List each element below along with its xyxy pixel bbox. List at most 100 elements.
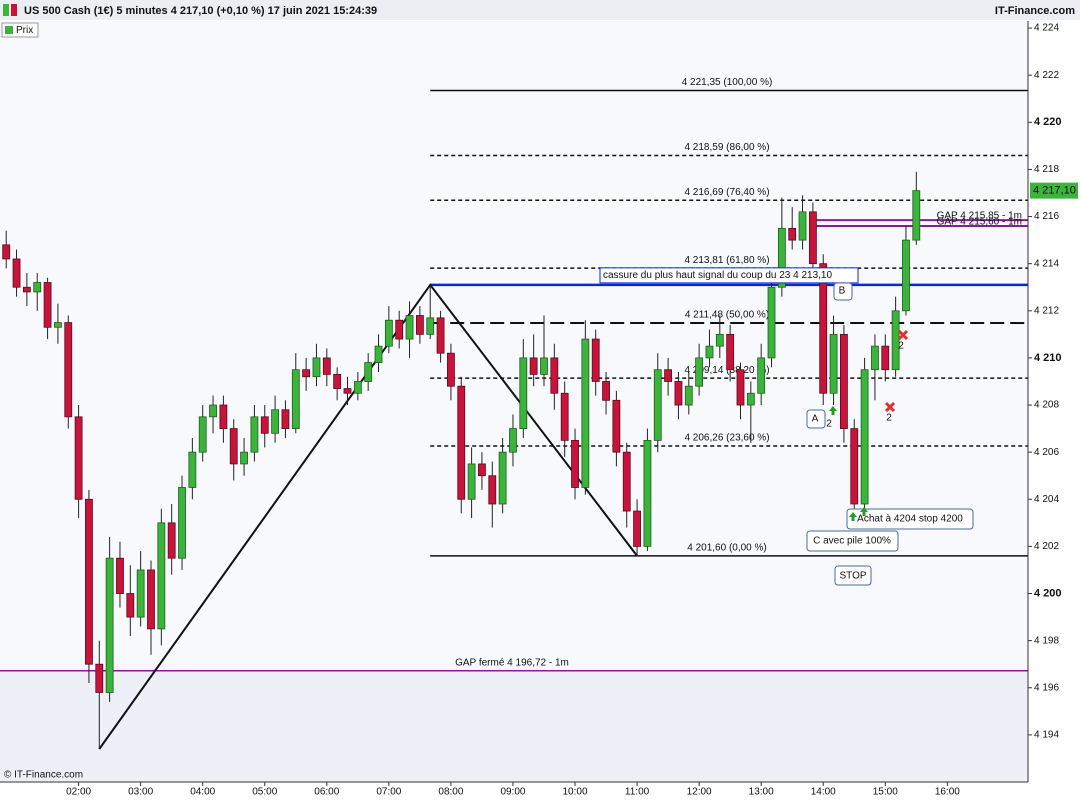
- y-tick-label: 4 208: [1034, 400, 1059, 411]
- candle-body: [95, 663, 104, 693]
- candle-body: [653, 369, 662, 441]
- candle-body: [447, 352, 455, 387]
- x-tick-label: 05:00: [252, 787, 277, 798]
- candle-body: [240, 451, 248, 465]
- candle-body: [136, 569, 145, 618]
- candle-body: [405, 315, 414, 340]
- y-tick-label: 4 212: [1034, 305, 1059, 316]
- fib-label: 4 216,69 (76,40 %): [684, 187, 769, 198]
- candle-body: [33, 282, 42, 293]
- candle-body: [478, 463, 486, 477]
- candle-body: [684, 385, 693, 406]
- candle-body: [436, 317, 445, 354]
- x-tick-label: 07:00: [376, 787, 401, 798]
- candle-body: [395, 319, 404, 340]
- annotation: STOP: [839, 571, 866, 582]
- candle-body: [116, 557, 124, 594]
- candle-body: [312, 357, 321, 378]
- last-price-label: 4 217,10: [1033, 185, 1076, 197]
- candle-body: [229, 428, 238, 465]
- buy-mark: [829, 406, 837, 415]
- gap-closed-label: GAP fermé 4 196,72 - 1m: [455, 657, 569, 668]
- annotation-box: [806, 530, 899, 552]
- chart-title: US 500 Cash (1€) 5 minutes 4 217,10 (+0,…: [24, 5, 377, 17]
- fib-label: 4 213,81 (61,80 %): [684, 255, 769, 266]
- candle-body: [695, 357, 704, 387]
- candle-body: [540, 357, 548, 375]
- fib-label: 4 211,48 (50,00 %): [685, 310, 769, 321]
- x-tick-label: 11:00: [625, 787, 650, 798]
- fib-label: 4 218,59 (86,00 %): [684, 142, 769, 153]
- candle-body: [519, 357, 528, 429]
- legend-label: Prix: [16, 25, 33, 36]
- candle-body: [829, 333, 838, 394]
- candle-body: [281, 409, 290, 429]
- candle-body: [840, 333, 848, 429]
- candle-body: [157, 522, 166, 630]
- buy-mark: [849, 512, 857, 521]
- candle-body: [509, 428, 517, 453]
- x-tick-label: 10:00: [563, 787, 588, 798]
- candle-body: [643, 439, 652, 547]
- candle-body: [726, 333, 735, 371]
- candle-body: [322, 357, 331, 375]
- candle-body: [260, 416, 269, 434]
- annotation-box: [834, 565, 872, 586]
- candle-body: [560, 392, 569, 441]
- candle-body: [415, 315, 424, 335]
- y-tick-label: 4 204: [1034, 494, 1059, 505]
- candle-body: [105, 557, 114, 693]
- candle-body: [881, 345, 890, 371]
- candle-body: [384, 319, 393, 347]
- gap-label: GAP 4 215,85 - 1m: [937, 211, 1022, 222]
- candle-body: [777, 227, 786, 288]
- candle-body: [85, 498, 93, 665]
- candle-body: [808, 211, 817, 265]
- candle-body: [591, 338, 600, 382]
- y-tick-label: 4 214: [1034, 258, 1059, 269]
- candle-body: [850, 428, 859, 505]
- candle-body: [467, 463, 476, 500]
- candle-body: [767, 286, 776, 359]
- fib-label: 4 201,60 (0,00 %): [687, 542, 767, 553]
- x-tick-label: 16:00: [935, 787, 960, 798]
- candle-body: [891, 310, 900, 371]
- annotation-box: [846, 508, 974, 530]
- candle-body: [343, 388, 352, 394]
- candle-body: [746, 392, 755, 406]
- annotation: 2: [898, 341, 904, 352]
- candle-body: [798, 211, 807, 241]
- annotation: 2: [886, 413, 892, 424]
- header-icon: [11, 4, 17, 16]
- annotation: B: [839, 286, 846, 297]
- candle-body: [12, 258, 21, 288]
- candle-body: [250, 416, 259, 453]
- y-tick-label: 4 202: [1034, 541, 1059, 552]
- candle-body: [22, 286, 31, 293]
- candle-body: [612, 399, 621, 453]
- legend-swatch: [5, 26, 13, 34]
- candle-body: [529, 357, 538, 375]
- candle-body: [860, 369, 869, 505]
- candle-body: [622, 451, 631, 512]
- candle-body: [188, 451, 197, 488]
- header-icon: [3, 4, 9, 16]
- x-tick-label: 03:00: [128, 787, 153, 798]
- y-tick-label: 4 218: [1034, 164, 1059, 175]
- x-tick-label: 12:00: [687, 787, 712, 798]
- candle-body: [871, 345, 879, 371]
- candle-body: [457, 385, 466, 500]
- candle-body: [353, 381, 362, 394]
- candle-body: [902, 239, 910, 312]
- candle-body: [581, 338, 590, 488]
- gap-closed-band: [0, 670, 1028, 782]
- buy-mark: [860, 507, 868, 516]
- candle-body: [715, 333, 724, 347]
- annotation: Achat à 4204 stop 4200: [857, 514, 963, 525]
- x-tick-label: 15:00: [873, 787, 898, 798]
- breakout-label: cassure du plus haut signal du coup du 2…: [603, 270, 832, 281]
- candle-body: [178, 487, 186, 559]
- candle-body: [674, 381, 683, 406]
- candle-body: [43, 282, 52, 328]
